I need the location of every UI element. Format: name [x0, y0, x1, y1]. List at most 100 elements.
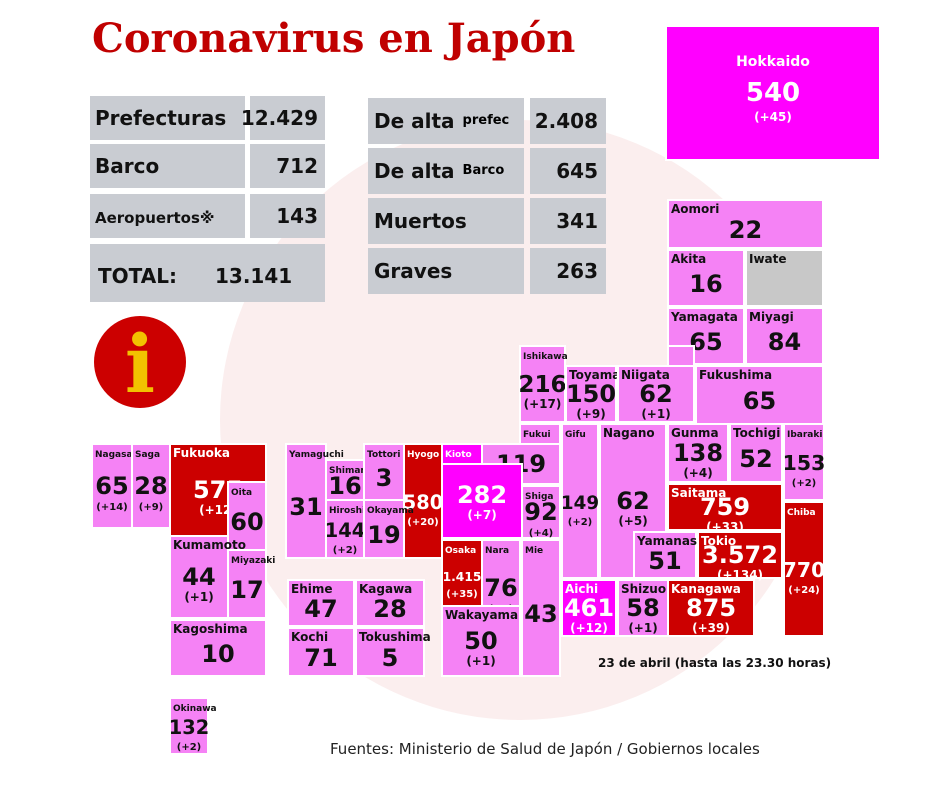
- prefecture-tile: [287, 627, 355, 677]
- prefecture-change: (+5): [618, 514, 647, 528]
- prefecture-change: (+1): [466, 654, 495, 668]
- prefecture-change: (+1): [641, 407, 670, 421]
- prefecture-value: 47: [304, 595, 337, 623]
- prefecture-tile: [667, 483, 783, 531]
- stat-value-box: [250, 96, 325, 140]
- prefecture-value: 84: [768, 328, 801, 356]
- prefecture-name: Kagoshima: [173, 622, 248, 636]
- prefecture-value: 31: [289, 493, 322, 521]
- prefecture-name: Kumamoto: [173, 538, 246, 552]
- prefecture-value: 52: [739, 445, 772, 473]
- prefecture-value: 62: [639, 380, 672, 408]
- stat-label: Barco: [95, 154, 159, 178]
- prefecture-value: 65: [95, 472, 128, 500]
- prefecture-value: 5: [382, 644, 399, 672]
- prefecture-tile: [355, 627, 425, 677]
- stat-label: De alta: [374, 109, 455, 133]
- stat-label: Aeropuertos※: [95, 209, 214, 227]
- prefecture-value: 17: [230, 576, 263, 604]
- prefecture-change: (+17): [524, 397, 562, 411]
- stat-value: 13.141: [215, 264, 292, 288]
- prefecture-name: Fukuoka: [173, 446, 230, 460]
- prefecture-name: Fukui: [523, 430, 551, 440]
- prefecture-value: 150: [566, 380, 616, 408]
- prefecture-value: 149: [561, 493, 599, 514]
- prefecture-tile: [695, 365, 824, 425]
- prefecture-name: Gunma: [671, 426, 719, 440]
- prefecture-change: (+7): [467, 508, 496, 522]
- title: Coronavirus en Japón: [92, 15, 575, 62]
- prefecture-change: (+9): [576, 407, 605, 421]
- prefecture-change: (+2): [568, 517, 592, 528]
- prefecture-name: Tokushima: [359, 630, 431, 644]
- prefecture-name: Miyagi: [749, 310, 794, 324]
- prefecture-name: Hyogo: [407, 450, 439, 460]
- stat-label-box: [90, 144, 245, 188]
- prefecture-name: Tochigi: [733, 426, 780, 440]
- prefecture-change: (+9): [139, 502, 163, 513]
- prefecture-tile: [617, 365, 695, 423]
- prefecture-tile: [667, 249, 745, 307]
- prefecture-value: 28: [134, 472, 167, 500]
- prefecture-value: 28: [373, 595, 406, 623]
- stat-label-box: [368, 248, 524, 294]
- stat-label-box: [368, 198, 524, 244]
- prefecture-value: 153: [783, 451, 826, 475]
- prefecture-change: (+33): [706, 520, 744, 534]
- prefecture-name: Mie: [525, 546, 543, 556]
- prefecture-value: 43: [524, 600, 557, 628]
- stat-value: 263: [556, 259, 598, 283]
- prefecture-change: (+14): [96, 502, 127, 513]
- prefecture-value: 461: [564, 594, 614, 622]
- info-icon: [94, 316, 186, 408]
- stat-label: Graves: [374, 259, 452, 283]
- prefecture-value: 132: [169, 716, 209, 739]
- prefecture-value: 3: [376, 464, 393, 492]
- prefecture-value: 1.415: [443, 570, 482, 584]
- prefecture-value: 16: [328, 472, 361, 500]
- prefecture-name: Hiroshima: [329, 506, 381, 516]
- prefecture-change: (+35): [446, 589, 477, 600]
- source: Fuentes: Ministerio de Salud de Japón / …: [330, 740, 760, 758]
- stat-value: 12.429: [241, 106, 318, 130]
- prefecture-change: (+24): [788, 585, 819, 596]
- prefecture-change: (+4): [529, 528, 553, 539]
- stat-value: 341: [556, 209, 598, 233]
- prefecture-name: Aichi: [565, 582, 598, 596]
- prefecture-tile: [783, 501, 825, 637]
- info-icon-glyph: i: [125, 317, 155, 411]
- prefecture-change: (+39): [692, 621, 730, 635]
- tile-part: [667, 345, 695, 369]
- prefecture-value: 19: [367, 521, 400, 549]
- prefecture-value: 3.572: [702, 541, 778, 569]
- prefecture-name: Kanagawa: [671, 582, 741, 596]
- prefecture-name: Oita: [231, 488, 252, 498]
- prefecture-tile: [169, 697, 209, 755]
- stat-sublabel: Barco: [463, 163, 505, 178]
- prefecture-change: (+1): [184, 590, 213, 604]
- prefecture-value: 875: [686, 594, 736, 622]
- prefecture-tile: [441, 605, 521, 677]
- stat-value-box: [530, 98, 606, 144]
- prefecture-name: Tottori: [367, 450, 400, 460]
- prefecture-tile: [745, 307, 824, 365]
- prefecture-change: (+12): [570, 621, 608, 635]
- prefecture-name: Saga: [135, 450, 160, 460]
- prefecture-name: Kochi: [291, 630, 328, 644]
- stat-value: 2.408: [535, 109, 598, 133]
- stat-label: De alta: [374, 159, 455, 183]
- prefecture-name: Shiga: [525, 492, 554, 502]
- prefecture-tile: [667, 423, 729, 483]
- prefecture-tile: [169, 535, 229, 619]
- prefecture-tile: [565, 365, 617, 423]
- prefecture-tile: [91, 443, 133, 529]
- prefecture-tile: [355, 579, 425, 627]
- prefecture-tile: [169, 619, 267, 677]
- prefecture-name: Hokkaido: [736, 54, 810, 70]
- prefecture-change: (+45): [754, 110, 792, 124]
- prefecture-name: Gifu: [565, 430, 586, 440]
- stat-label: TOTAL:: [98, 264, 177, 288]
- prefecture-value: 540: [746, 78, 800, 108]
- prefecture-name: Akita: [671, 252, 706, 266]
